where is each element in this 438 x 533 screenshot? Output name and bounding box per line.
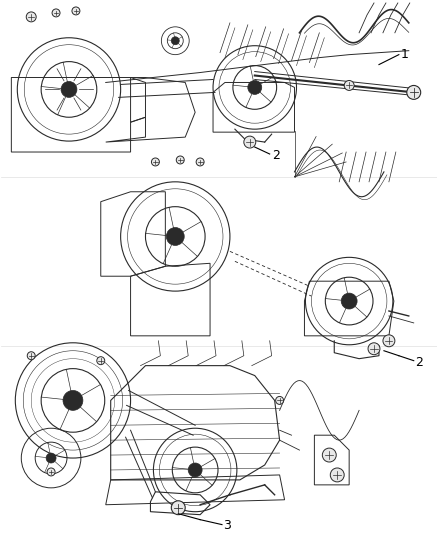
Circle shape <box>47 468 55 476</box>
Circle shape <box>248 80 262 94</box>
Circle shape <box>166 228 184 245</box>
Circle shape <box>26 12 36 22</box>
Circle shape <box>407 85 420 99</box>
Text: 2: 2 <box>415 356 423 369</box>
Circle shape <box>244 136 256 148</box>
Circle shape <box>196 158 204 166</box>
Circle shape <box>188 463 202 477</box>
Circle shape <box>322 448 336 462</box>
Circle shape <box>152 158 159 166</box>
Circle shape <box>171 37 179 45</box>
Circle shape <box>27 352 35 360</box>
Circle shape <box>341 293 357 309</box>
Circle shape <box>176 156 184 164</box>
Circle shape <box>276 397 283 405</box>
Circle shape <box>344 80 354 91</box>
Circle shape <box>368 343 380 354</box>
Circle shape <box>46 453 56 463</box>
Text: 3: 3 <box>223 519 231 532</box>
Circle shape <box>330 468 344 482</box>
Circle shape <box>97 357 105 365</box>
Circle shape <box>52 9 60 17</box>
Circle shape <box>171 501 185 515</box>
Text: 2: 2 <box>272 149 279 163</box>
Circle shape <box>383 335 395 347</box>
Text: 1: 1 <box>401 48 409 61</box>
Circle shape <box>63 391 83 410</box>
Circle shape <box>61 82 77 98</box>
Circle shape <box>72 7 80 15</box>
